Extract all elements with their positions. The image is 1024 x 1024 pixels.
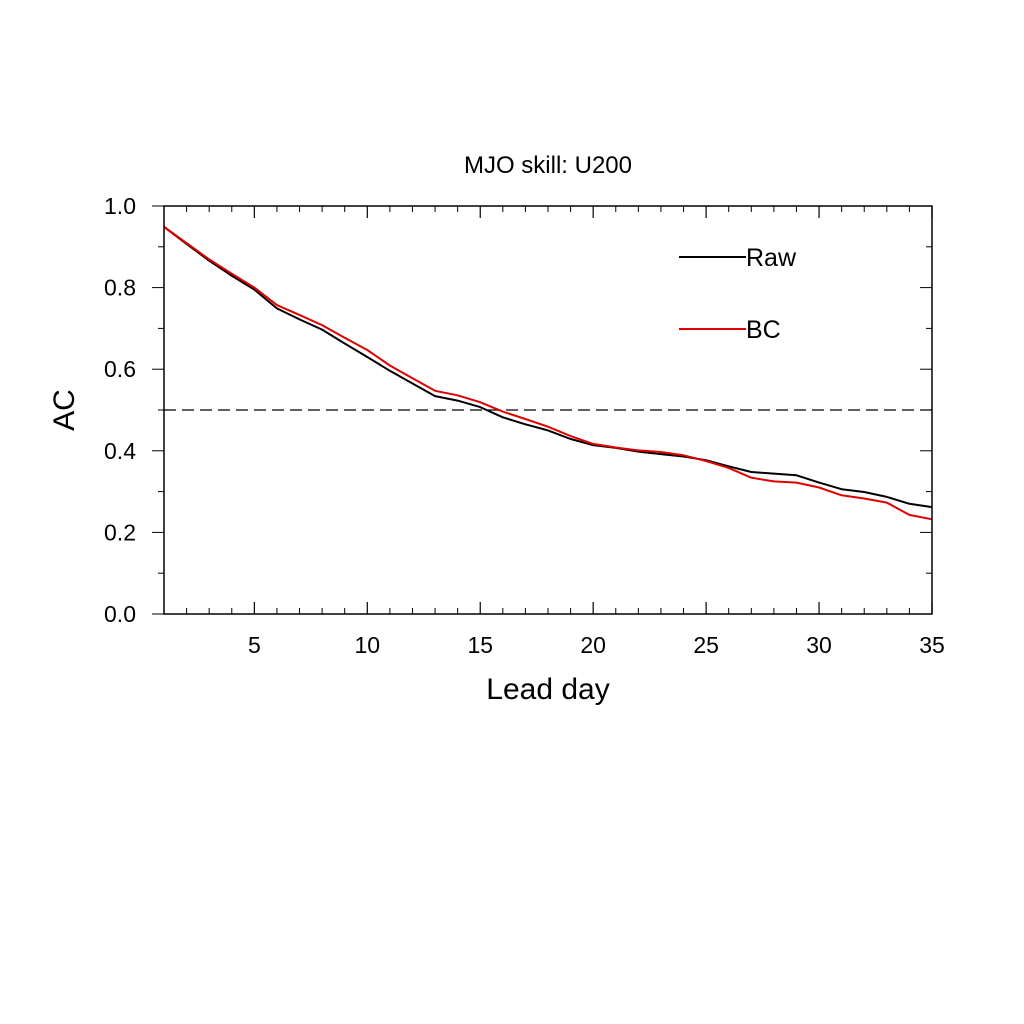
y-axis-label: AC <box>48 389 81 431</box>
y-tick-label: 0.8 <box>104 275 136 301</box>
series-line-raw <box>163 226 933 509</box>
x-axis-label: Lead day <box>486 673 609 706</box>
legend-label-bc: BC <box>746 316 781 344</box>
x-tick-label: 5 <box>248 632 261 658</box>
tick-marks <box>152 205 933 615</box>
legend: Raw BC <box>679 244 797 344</box>
x-tick-label: 10 <box>354 632 380 658</box>
y-tick-label: 0.4 <box>104 438 136 464</box>
x-tick-label: 20 <box>580 632 606 658</box>
x-tick-label: 30 <box>806 632 832 658</box>
y-tick-label: 0.6 <box>104 356 136 382</box>
y-tick-label: 1.0 <box>104 193 136 219</box>
x-tick-label: 15 <box>467 632 493 658</box>
tick-labels: 5 10 15 20 25 30 35 0.0 0.2 0.4 0.6 0.8 1.0 <box>104 193 945 658</box>
legend-label-raw: Raw <box>746 244 797 272</box>
chart-title: MJO skill: U200 <box>464 152 632 179</box>
plot-frame <box>163 205 933 615</box>
series-lines <box>163 225 933 521</box>
x-tick-label: 35 <box>919 632 945 658</box>
x-tick-label: 25 <box>693 632 719 658</box>
series-line-bc <box>163 225 933 521</box>
y-tick-label: 0.2 <box>104 519 136 545</box>
y-tick-label: 0.0 <box>104 601 136 627</box>
